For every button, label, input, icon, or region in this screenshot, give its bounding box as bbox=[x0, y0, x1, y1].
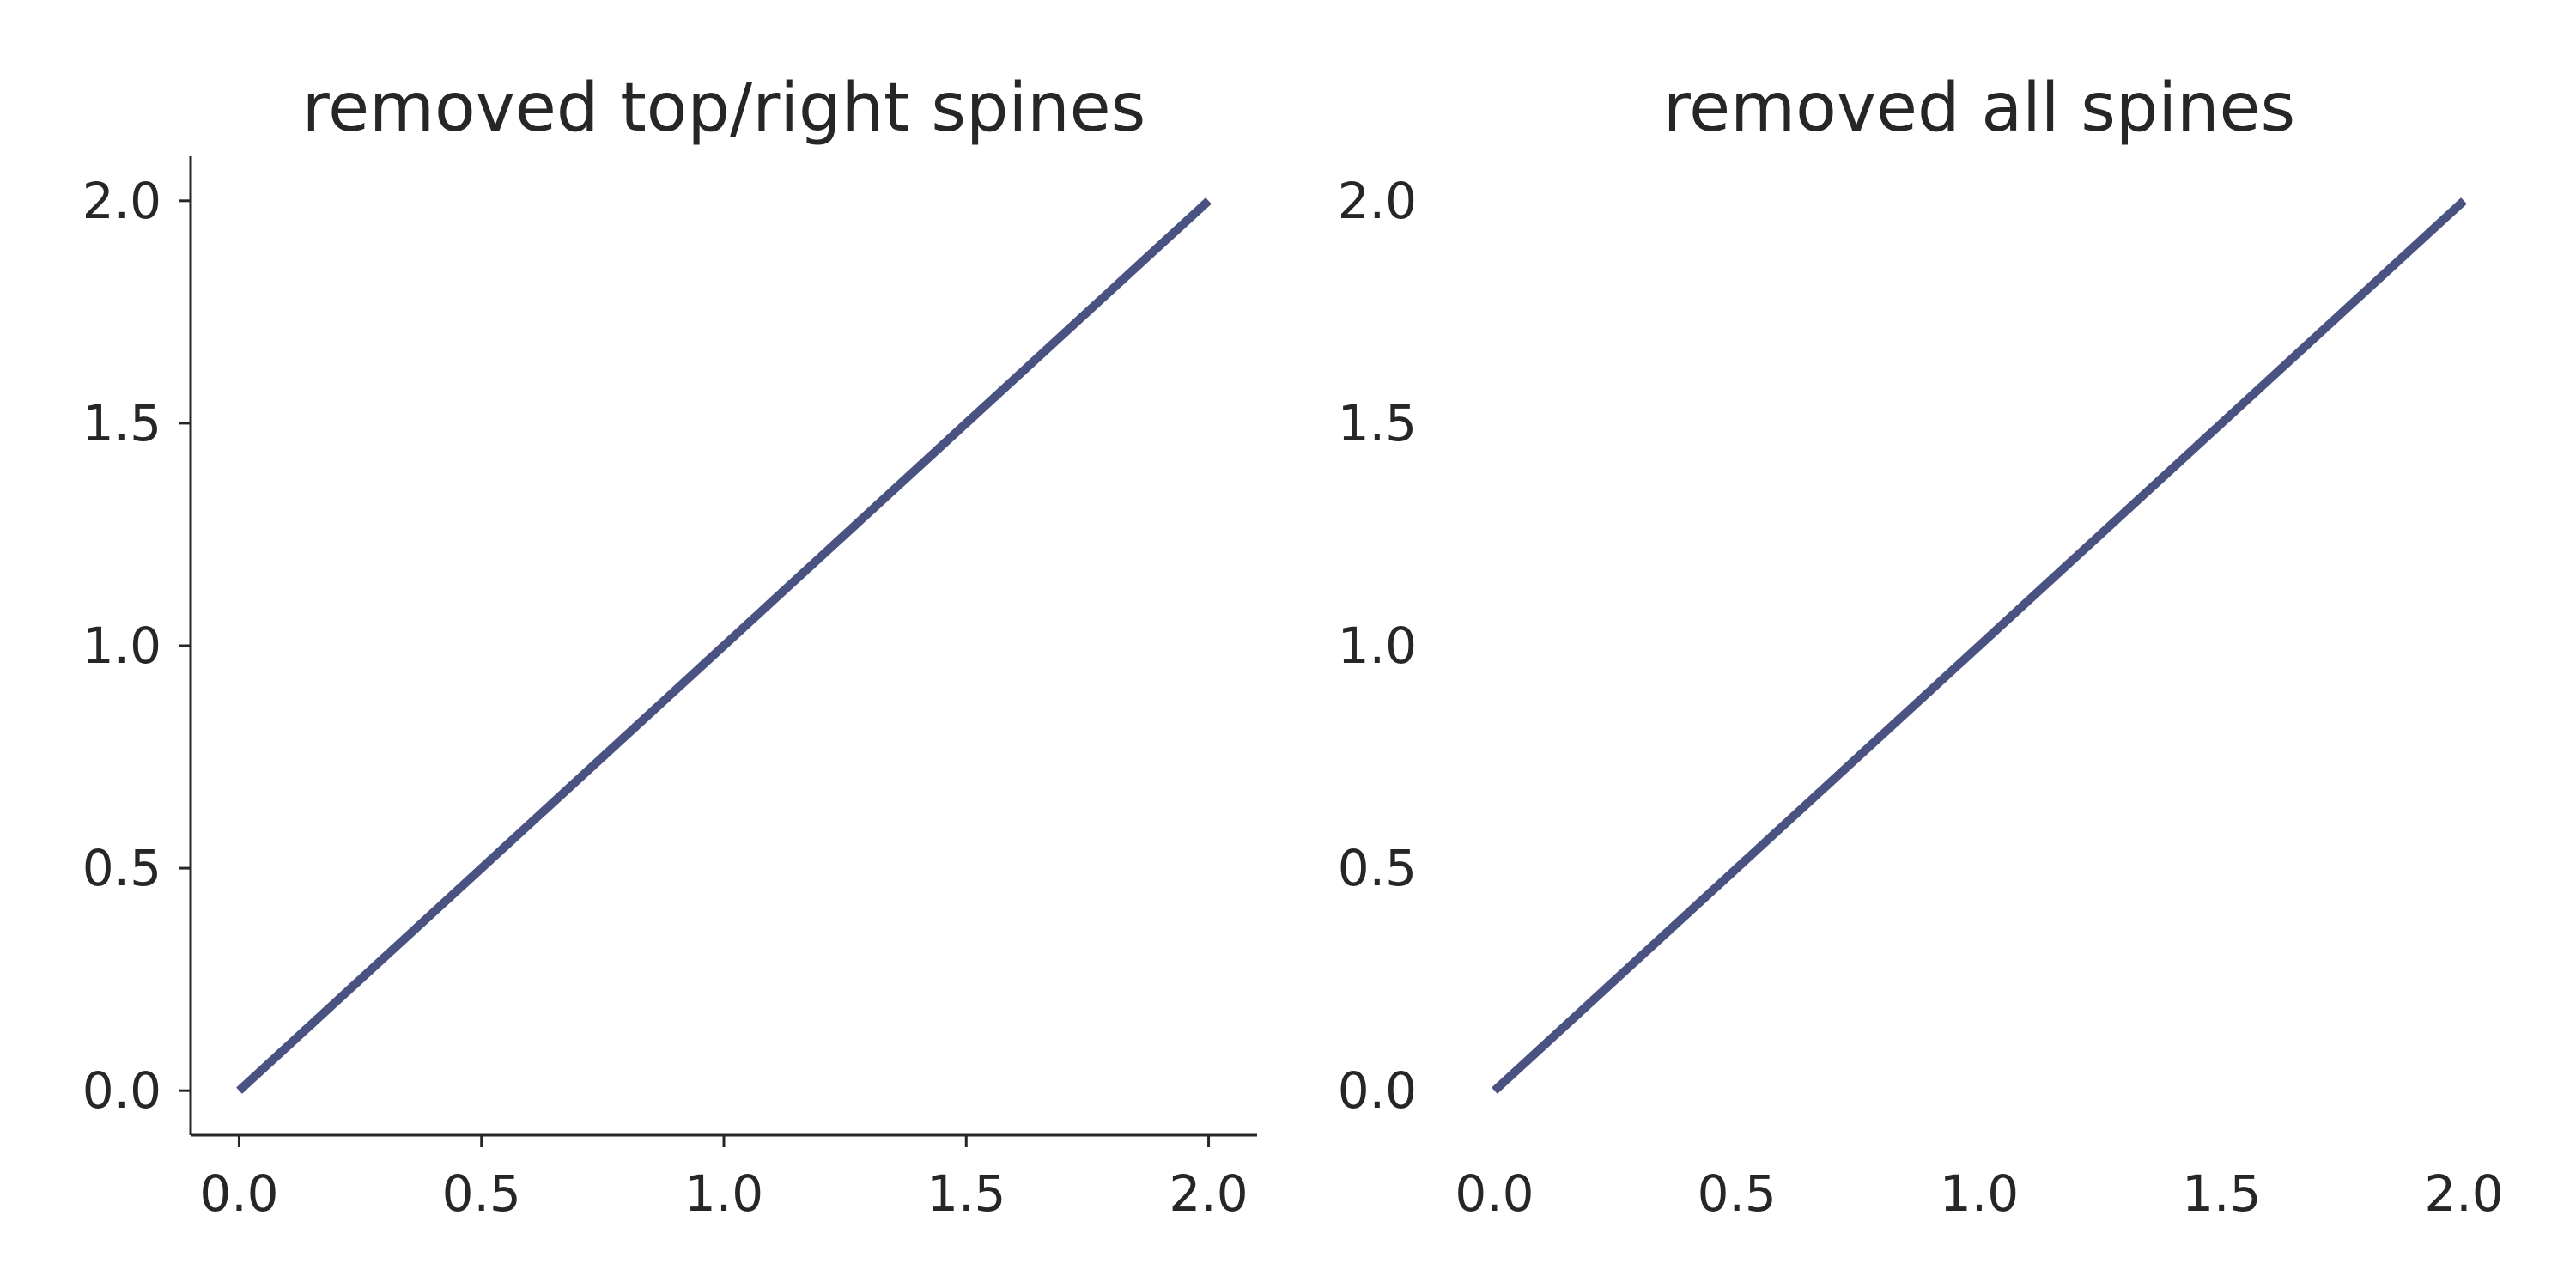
y-axis-ticks: 0.0 0.5 1.0 1.5 2.0 bbox=[1338, 172, 1417, 1120]
y-tick-label: 1.5 bbox=[82, 394, 161, 453]
x-tick-label: 1.0 bbox=[1940, 1164, 2019, 1223]
y-tick-label: 0.0 bbox=[1338, 1061, 1417, 1120]
x-tick-label: 1.5 bbox=[2182, 1164, 2261, 1223]
plot-area bbox=[1492, 197, 2467, 1094]
y-tick-label: 0.5 bbox=[82, 839, 161, 897]
y-tick-label: 0.5 bbox=[1338, 839, 1417, 897]
x-tick-label: 0.5 bbox=[1698, 1164, 1777, 1223]
y-tick-label: 1.0 bbox=[82, 617, 161, 675]
x-tick-label: 1.5 bbox=[927, 1164, 1005, 1223]
y-tick-label: 0.0 bbox=[82, 1061, 161, 1120]
panel-right: removed all spines 0.0 0.5 1.0 1.5 2.0 0.00.… bbox=[1338, 70, 2504, 1223]
plot-area bbox=[236, 197, 1212, 1094]
x-tick-label: 2.0 bbox=[1169, 1164, 1248, 1223]
x-axis-ticks: 0.0 0.5 1.0 1.5 2.0 bbox=[1455, 1164, 2503, 1223]
x-tick-label: 0.0 bbox=[199, 1164, 278, 1223]
panel-left: removed top/right spines 0.0 0.5 1.0 1.5 2.0… bbox=[82, 70, 1257, 1223]
y-tick-label: 2.0 bbox=[1338, 172, 1417, 230]
series-line bbox=[1492, 197, 2467, 1094]
x-axis-ticks: 0.0 0.5 1.0 1.5 2.0 bbox=[199, 1135, 1249, 1223]
x-tick-label: 2.0 bbox=[2424, 1164, 2503, 1223]
y-axis-ticks: 0.0 0.5 1.0 1.5 2.0 bbox=[82, 172, 191, 1120]
series-line bbox=[236, 197, 1212, 1094]
chart-title: removed top/right spines bbox=[302, 70, 1146, 147]
x-tick-label: 1.0 bbox=[684, 1164, 763, 1223]
y-tick-label: 1.0 bbox=[1338, 617, 1417, 675]
y-tick-label: 2.0 bbox=[82, 172, 161, 230]
x-tick-label: 0.5 bbox=[442, 1164, 521, 1223]
x-tick-label: 0.0 bbox=[1455, 1164, 1534, 1223]
y-tick-label: 1.5 bbox=[1338, 394, 1417, 453]
chart-title: removed all spines bbox=[1663, 70, 2295, 147]
